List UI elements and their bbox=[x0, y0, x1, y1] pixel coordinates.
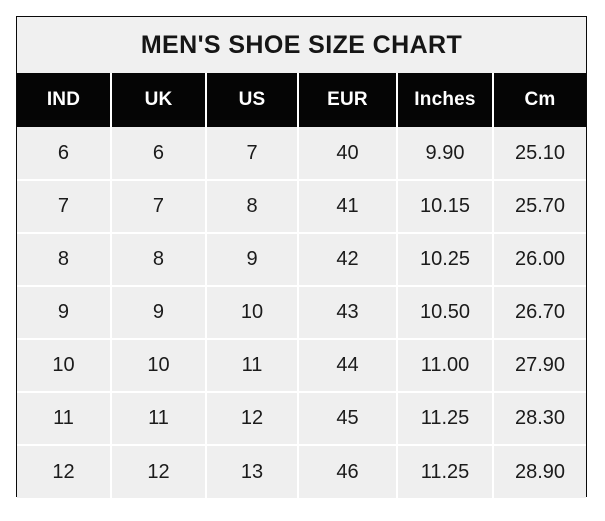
cell-eur: 42 bbox=[298, 233, 398, 287]
cell-cm: 25.70 bbox=[492, 180, 586, 234]
cell-inches: 11.25 bbox=[397, 445, 494, 498]
cell-inches: 10.25 bbox=[397, 233, 494, 287]
table-row: 8 8 9 42 10.25 26.00 bbox=[17, 233, 586, 287]
table-row: 11 11 12 45 11.25 28.30 bbox=[17, 392, 586, 446]
column-header-inches: Inches bbox=[397, 73, 494, 127]
table-body: 6 6 7 40 9.90 25.10 7 7 8 41 10.15 25.70… bbox=[17, 127, 586, 498]
cell-inches: 11.25 bbox=[397, 392, 494, 446]
cell-uk: 8 bbox=[110, 233, 208, 287]
cell-us: 11 bbox=[206, 339, 299, 393]
cell-us: 7 bbox=[206, 127, 299, 181]
cell-ind: 8 bbox=[17, 233, 112, 287]
cell-ind: 12 bbox=[17, 445, 112, 498]
page-title: MEN'S SHOE SIZE CHART bbox=[140, 30, 463, 59]
chart-title-band: MEN'S SHOE SIZE CHART bbox=[17, 17, 586, 73]
table-header-row: IND UK US EUR Inches Cm bbox=[17, 73, 586, 127]
cell-inches: 10.15 bbox=[397, 180, 494, 234]
cell-eur: 46 bbox=[298, 445, 398, 498]
table-header: IND UK US EUR Inches Cm bbox=[17, 73, 586, 127]
cell-eur: 44 bbox=[298, 339, 398, 393]
cell-us: 13 bbox=[206, 445, 299, 498]
table-row: 9 9 10 43 10.50 26.70 bbox=[17, 286, 586, 340]
cell-cm: 28.90 bbox=[492, 445, 586, 498]
table-row: 7 7 8 41 10.15 25.70 bbox=[17, 180, 586, 234]
cell-ind: 9 bbox=[17, 286, 112, 340]
cell-ind: 6 bbox=[17, 127, 112, 181]
cell-eur: 43 bbox=[298, 286, 398, 340]
cell-cm: 27.90 bbox=[492, 339, 586, 393]
cell-inches: 9.90 bbox=[397, 127, 494, 181]
cell-us: 12 bbox=[206, 392, 299, 446]
cell-inches: 10.50 bbox=[397, 286, 494, 340]
cell-uk: 7 bbox=[110, 180, 208, 234]
cell-uk: 9 bbox=[110, 286, 208, 340]
table-row: 6 6 7 40 9.90 25.10 bbox=[17, 127, 586, 181]
column-header-eur: EUR bbox=[298, 73, 398, 127]
cell-uk: 10 bbox=[110, 339, 208, 393]
cell-inches: 11.00 bbox=[397, 339, 494, 393]
shoe-size-table: IND UK US EUR Inches Cm 6 6 7 40 9.90 25… bbox=[17, 73, 586, 498]
cell-cm: 28.30 bbox=[492, 392, 586, 446]
table-row: 12 12 13 46 11.25 28.90 bbox=[17, 445, 586, 498]
column-header-us: US bbox=[206, 73, 299, 127]
column-header-uk: UK bbox=[110, 73, 208, 127]
cell-uk: 11 bbox=[110, 392, 208, 446]
cell-cm: 26.00 bbox=[492, 233, 586, 287]
cell-uk: 6 bbox=[110, 127, 208, 181]
cell-eur: 45 bbox=[298, 392, 398, 446]
cell-us: 8 bbox=[206, 180, 299, 234]
size-chart-frame: MEN'S SHOE SIZE CHART IND UK US EUR Inch… bbox=[16, 16, 587, 498]
cell-us: 9 bbox=[206, 233, 299, 287]
cell-ind: 10 bbox=[17, 339, 112, 393]
cell-us: 10 bbox=[206, 286, 299, 340]
column-header-ind: IND bbox=[17, 73, 112, 127]
cell-ind: 7 bbox=[17, 180, 112, 234]
cell-eur: 41 bbox=[298, 180, 398, 234]
cell-ind: 11 bbox=[17, 392, 112, 446]
cell-cm: 25.10 bbox=[492, 127, 586, 181]
cell-uk: 12 bbox=[110, 445, 208, 498]
cell-cm: 26.70 bbox=[492, 286, 586, 340]
table-row: 10 10 11 44 11.00 27.90 bbox=[17, 339, 586, 393]
cell-eur: 40 bbox=[298, 127, 398, 181]
column-header-cm: Cm bbox=[492, 73, 586, 127]
